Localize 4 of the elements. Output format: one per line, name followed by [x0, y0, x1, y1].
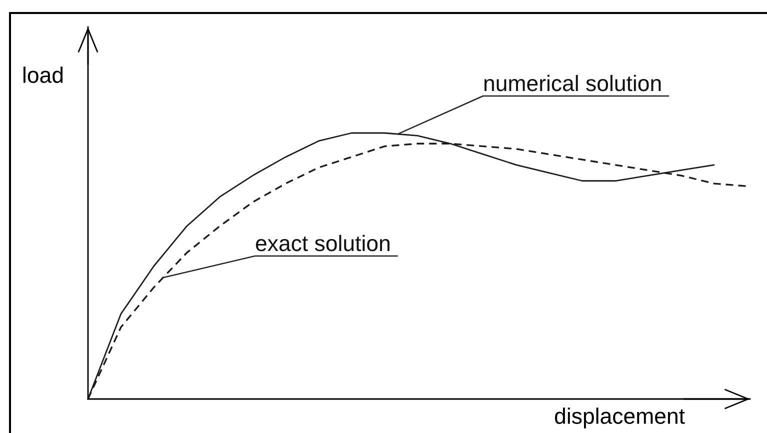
text: numerical solution: [484, 74, 661, 92]
x-axis-title: displacement: [555, 408, 685, 428]
y-axis-title: load: [23, 66, 63, 83]
series-label: exact solution: [256, 234, 390, 252]
